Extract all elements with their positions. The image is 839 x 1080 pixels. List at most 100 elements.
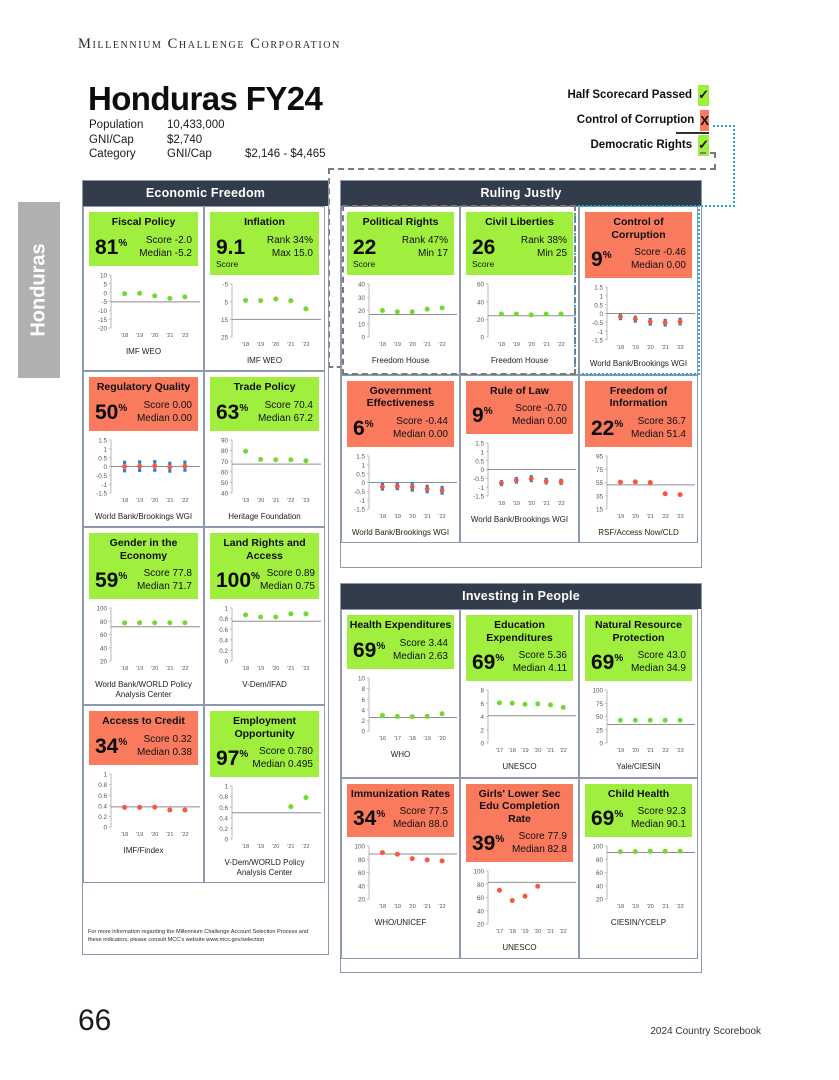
indicator-trend-chart-trade-policy: 90 80 70 60 50 40 '19 '20 '21 '22 '23 — [210, 435, 321, 511]
meta-key: Population — [89, 119, 144, 131]
svg-text:-0.5: -0.5 — [592, 320, 603, 327]
svg-text:40: 40 — [358, 281, 366, 288]
legend-label: Control of Corruption — [576, 114, 695, 126]
indicator-stats: Rank 34% Max 15.0 — [267, 234, 313, 260]
svg-text:0: 0 — [103, 290, 107, 297]
connector-democratic-rights-horizontal — [328, 168, 716, 170]
indicator-score-block: 63% — [216, 399, 248, 424]
svg-text:'20: '20 — [257, 498, 264, 504]
cross-icon: X — [700, 109, 709, 131]
indicator-stat-secondary: Median 0.00 — [630, 260, 686, 271]
svg-text:8: 8 — [480, 688, 484, 695]
indicator-score-block: 69% — [591, 805, 623, 830]
indicator-stat-primary: Score 0.780 — [259, 746, 313, 757]
svg-text:-5: -5 — [222, 281, 228, 288]
svg-text:1: 1 — [224, 606, 228, 613]
percent-sign: % — [251, 571, 260, 582]
indicator-trend-chart-political-rights: 40 30 20 10 0 '18 '19 '20 '21 '22 — [347, 279, 457, 355]
indicator-stats: Score -0.46 Median 0.00 — [631, 246, 686, 272]
indicator-card-girls-lower-sec-edu-completion-rate[interactable]: Girls' Lower Sec Edu Completion Rate 39%… — [460, 777, 579, 959]
indicator-trend-chart-civil-liberties: 60 40 20 0 '18 '19 '20 '21 '22 — [466, 279, 576, 355]
indicator-card-natural-resource-protection[interactable]: Natural Resource Protection 69% Score 43… — [579, 609, 698, 778]
svg-text:60: 60 — [100, 632, 108, 639]
svg-text:'21: '21 — [662, 904, 669, 910]
indicator-score-block: 50% — [95, 399, 127, 424]
indicator-trend-chart-girls-lower-sec-edu-completion-rate: 100 80 60 40 20 '17 '18 '19 '20 '21 '22 — [466, 866, 576, 942]
svg-text:'20: '20 — [272, 666, 279, 672]
indicator-card-health-expenditures[interactable]: Health Expenditures 69% Score 3.44 Media… — [341, 609, 460, 778]
card-grid-economic-freedom: Fiscal Policy 81% Score -2.0 Median -5.2… — [83, 206, 328, 883]
svg-text:0.8: 0.8 — [219, 616, 228, 623]
indicator-summary: 69% Score 43.0 Median 34.9 — [585, 647, 692, 681]
indicator-percentile: 69% — [591, 651, 624, 674]
meta-key: GNI/Cap — [89, 133, 134, 146]
indicator-score-block: 9.1 Score — [216, 234, 245, 269]
indicator-card-employment-opportunity[interactable]: Employment Opportunity 97% Score 0.780 M… — [204, 705, 325, 883]
indicator-score-block: 9% — [472, 402, 493, 427]
svg-text:'22: '22 — [557, 342, 564, 348]
indicator-score-block: 100% — [216, 567, 260, 592]
indicator-percentile: 63% — [216, 400, 249, 424]
svg-text:0.2: 0.2 — [219, 648, 228, 655]
svg-text:'20: '20 — [647, 345, 654, 351]
indicator-card-rule-of-law[interactable]: Rule of Law 9% Score -0.70 Median 0.00 1… — [460, 374, 579, 543]
indicator-percentile: 50% — [95, 400, 128, 424]
indicator-card-child-health[interactable]: Child Health 69% Score 92.3 Median 90.1 … — [579, 777, 698, 959]
svg-text:'21: '21 — [166, 498, 173, 504]
indicator-summary: 63% Score 70.4 Median 67.2 — [210, 397, 319, 431]
indicator-title: Inflation — [244, 216, 285, 228]
svg-text:'21: '21 — [662, 345, 669, 351]
indicator-source: UNESCO — [502, 943, 537, 952]
svg-text:0: 0 — [480, 467, 484, 474]
percent-sign: % — [118, 736, 128, 748]
indicator-card-civil-liberties[interactable]: Civil Liberties 26 Score Rank 38% Min 25… — [460, 206, 579, 375]
indicator-card-trade-policy[interactable]: Trade Policy 63% Score 70.4 Median 67.2 … — [204, 371, 325, 527]
indicator-header-civil-liberties: Civil Liberties 26 Score Rank 38% Min 25 — [466, 212, 573, 275]
indicator-card-fiscal-policy[interactable]: Fiscal Policy 81% Score -2.0 Median -5.2… — [83, 206, 204, 371]
svg-text:-1.5: -1.5 — [96, 490, 107, 497]
indicator-score-block: 97% — [216, 745, 248, 770]
indicator-stat-secondary: Median 0.00 — [511, 416, 567, 427]
indicator-card-inflation[interactable]: Inflation 9.1 Score Rank 34% Max 15.0 -5… — [204, 206, 325, 371]
legend-label: Democratic Rights — [590, 139, 693, 151]
indicator-header-inflation: Inflation 9.1 Score Rank 34% Max 15.0 — [210, 212, 319, 275]
svg-text:5: 5 — [103, 281, 107, 288]
svg-text:-10: -10 — [98, 307, 108, 314]
indicator-stats: Score 70.4 Median 67.2 — [258, 399, 313, 425]
indicator-value-sublabel: Score — [472, 258, 495, 269]
indicator-card-government-effectiveness[interactable]: Government Effectiveness 6% Score -0.44 … — [341, 374, 460, 543]
indicator-card-education-expenditures[interactable]: Education Expenditures 69% Score 5.36 Me… — [460, 609, 579, 778]
svg-text:30: 30 — [358, 294, 366, 301]
svg-text:0.4: 0.4 — [219, 815, 228, 822]
connector-control-of-corruption-vertical — [733, 125, 735, 207]
svg-text:4: 4 — [361, 707, 365, 714]
svg-text:1.5: 1.5 — [356, 453, 365, 460]
indicator-header-immunization-rates: Immunization Rates 34% Score 77.5 Median… — [347, 783, 454, 837]
indicator-stat-secondary: Min 17 — [417, 247, 448, 259]
indicator-source: WHO/UNICEF — [374, 918, 427, 927]
indicator-card-regulatory-quality[interactable]: Regulatory Quality 50% Score 0.00 Median… — [83, 371, 204, 527]
indicator-card-freedom-of-information[interactable]: Freedom of Information 22% Score 36.7 Me… — [579, 374, 698, 543]
indicator-card-gender-in-the-economy[interactable]: Gender in the Economy 59% Score 77.8 Med… — [83, 527, 204, 705]
svg-text:15: 15 — [596, 506, 604, 513]
indicator-stat-primary: Score -0.46 — [634, 247, 686, 258]
svg-text:'22: '22 — [302, 666, 309, 672]
svg-text:'18: '18 — [121, 333, 128, 339]
svg-text:60: 60 — [477, 281, 485, 288]
indicator-card-land-rights-and-access[interactable]: Land Rights and Access 100% Score 0.89 M… — [204, 527, 325, 705]
meta-extra: $2,146 - $4,465 — [245, 148, 326, 160]
meta-row-gni-cap: GNI/Cap $2,740 — [89, 133, 326, 148]
svg-text:50: 50 — [221, 480, 229, 487]
indicator-header-education-expenditures: Education Expenditures 69% Score 5.36 Me… — [466, 615, 573, 681]
indicator-card-immunization-rates[interactable]: Immunization Rates 34% Score 77.5 Median… — [341, 777, 460, 959]
indicator-header-regulatory-quality: Regulatory Quality 50% Score 0.00 Median… — [89, 377, 198, 431]
svg-text:'21: '21 — [166, 666, 173, 672]
indicator-stats: Rank 47% Min 17 — [402, 234, 448, 260]
svg-text:1: 1 — [103, 771, 107, 778]
svg-text:'19: '19 — [513, 501, 520, 507]
svg-text:40: 40 — [596, 883, 604, 890]
panel-economic-freedom: Economic Freedom Fiscal Policy 81% Score… — [82, 180, 329, 955]
svg-text:1.5: 1.5 — [475, 441, 484, 448]
indicator-source: IMF WEO — [125, 346, 162, 356]
indicator-card-access-to-credit[interactable]: Access to Credit 34% Score 0.32 Median 0… — [83, 705, 204, 883]
